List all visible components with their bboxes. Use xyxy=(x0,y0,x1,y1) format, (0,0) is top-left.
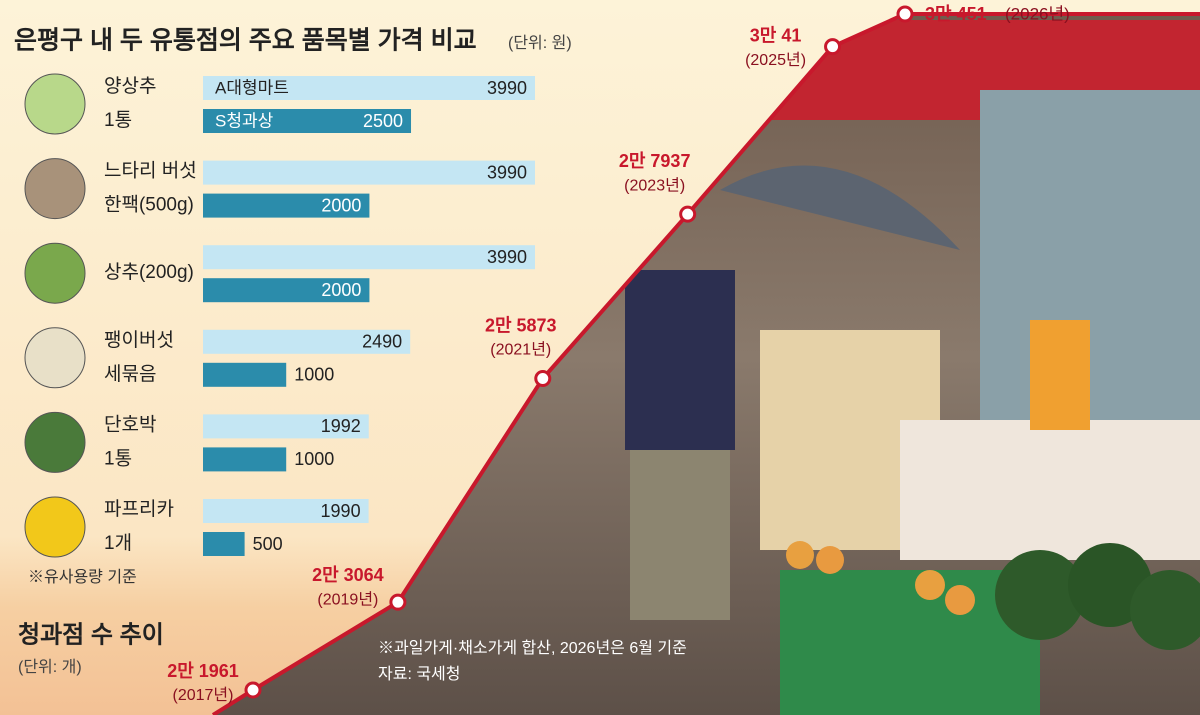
value-label: 1000 xyxy=(294,365,334,385)
line-source: 자료: 국세청 xyxy=(378,665,461,683)
line-title: 청과점 수 추이 xyxy=(18,621,164,648)
value-label: 500 xyxy=(253,534,283,554)
point-x-label: (2025년) xyxy=(745,51,806,69)
line-note: ※과일가게·채소가게 합산, 2026년은 6월 기준 xyxy=(378,639,687,657)
value-label: 1000 xyxy=(294,449,334,469)
bar xyxy=(203,160,535,185)
category-label: 1개 xyxy=(104,532,132,554)
value-label: 1990 xyxy=(321,501,361,521)
item-icon xyxy=(24,158,86,220)
legend-label: S청과상 xyxy=(215,111,274,130)
value-label: 2500 xyxy=(363,111,403,131)
point xyxy=(534,370,552,388)
category-label: 상추(200g) xyxy=(104,261,194,283)
bar-note: ※유사용량 기준 xyxy=(28,568,137,586)
value-label: 3990 xyxy=(487,78,527,98)
bar xyxy=(203,193,370,218)
point-value-label: 2만 7937 xyxy=(619,151,691,171)
point-value-label: 2만 5873 xyxy=(485,315,557,335)
item-icon xyxy=(24,242,86,304)
legend-label: A대형마트 xyxy=(215,78,289,97)
value-label: 2000 xyxy=(321,280,361,300)
bar xyxy=(203,109,412,133)
line-unit: (단위: 개) xyxy=(18,658,82,676)
point-x-label: (2023년) xyxy=(624,176,685,194)
category-label: 파프리카 xyxy=(104,498,174,520)
line xyxy=(251,12,906,692)
category-label: 1통 xyxy=(104,110,132,131)
item-icon xyxy=(24,327,86,389)
value-label: 1992 xyxy=(321,416,361,436)
category-label: 느타리 버섯 xyxy=(104,160,197,182)
value-label: 2000 xyxy=(321,195,361,215)
point xyxy=(389,593,407,611)
point-x-label: (2017년) xyxy=(173,686,234,704)
bar-title: 은평구 내 두 유통점의 주요 품목별 가격 비교 xyxy=(14,27,477,55)
point xyxy=(679,205,697,223)
category-label: 1통 xyxy=(104,448,132,469)
category-label: 단호박 xyxy=(104,413,156,435)
bar xyxy=(203,532,245,556)
point-x-label: (2026년) xyxy=(1005,4,1070,23)
category-label: 양상추 xyxy=(104,75,156,97)
bar xyxy=(203,447,287,472)
bar-chart: 은평구 내 두 유통점의 주요 품목별 가격 비교 (단위: 원) ※유사용량 … xyxy=(14,27,572,587)
bar xyxy=(203,414,369,439)
bar-unit: (단위: 원) xyxy=(508,34,572,52)
point-value-label: 3만 451 xyxy=(925,4,987,24)
item-icon xyxy=(24,73,86,135)
point xyxy=(824,38,842,56)
item-icon xyxy=(24,411,86,473)
point-x-label: (2021년) xyxy=(490,341,551,359)
point xyxy=(896,5,914,23)
category-label: 세묶음 xyxy=(104,363,156,385)
item-icon xyxy=(24,496,86,558)
line-chart: 청과점 수 추이 (단위: 개) ※과일가게·채소가게 합산, 2026년은 6… xyxy=(18,4,1200,715)
point xyxy=(244,681,262,699)
bar xyxy=(203,362,287,387)
category-label: 팽이버섯 xyxy=(104,329,174,351)
point-value-label: 2만 1961 xyxy=(167,661,239,681)
category-label: 한팩(500g) xyxy=(104,194,194,216)
bar xyxy=(203,278,370,303)
point-value-label: 2만 3064 xyxy=(312,565,384,585)
bar xyxy=(203,245,535,270)
point-value-label: 3만 41 xyxy=(750,25,802,45)
bar xyxy=(203,499,369,523)
value-label: 3990 xyxy=(487,247,527,267)
bar xyxy=(203,76,535,100)
point-x-label: (2019년) xyxy=(317,590,378,608)
value-label: 3990 xyxy=(487,162,527,182)
value-label: 2490 xyxy=(362,332,402,352)
bar xyxy=(203,329,411,354)
